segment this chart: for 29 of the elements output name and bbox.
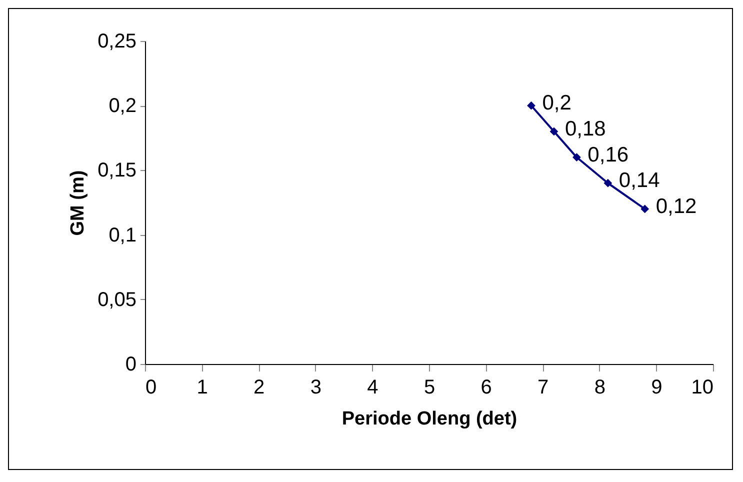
y-tick-label: 0,2 (108, 95, 136, 118)
x-tick-label: 0 (146, 376, 157, 398)
x-tick-label: 10 (691, 376, 714, 398)
x-tick-label: 8 (594, 376, 606, 398)
x-tick-label: 6 (480, 376, 492, 398)
x-tick-label: 2 (254, 376, 265, 398)
y-tick-label: 0,15 (98, 160, 136, 182)
data-label: 0,14 (618, 169, 660, 192)
x-axis-title: Periode Oleng (det) (342, 408, 518, 430)
data-label: 0,18 (564, 117, 606, 140)
x-tick-label: 7 (538, 376, 549, 398)
x-tick-label: 1 (196, 376, 208, 398)
data-label: 0,2 (542, 92, 572, 115)
y-axis-title: GM (m) (68, 170, 89, 236)
point (604, 178, 612, 188)
point (640, 204, 650, 214)
y-tick-label: 0,1 (108, 224, 136, 246)
point (550, 127, 558, 136)
x-tick-label: 4 (367, 376, 378, 398)
data-label: 0,16 (588, 143, 629, 166)
point (527, 101, 536, 110)
x-tick-label: 5 (424, 376, 436, 398)
point (572, 153, 581, 162)
x-tick-label: 9 (651, 376, 662, 398)
y-tick-label: 0,25 (98, 30, 136, 52)
data-label: 0,12 (656, 194, 697, 218)
y-tick-label: 0,05 (98, 288, 136, 311)
x-tick-label: 3 (310, 376, 322, 398)
y-tick-label: 0 (125, 354, 136, 376)
